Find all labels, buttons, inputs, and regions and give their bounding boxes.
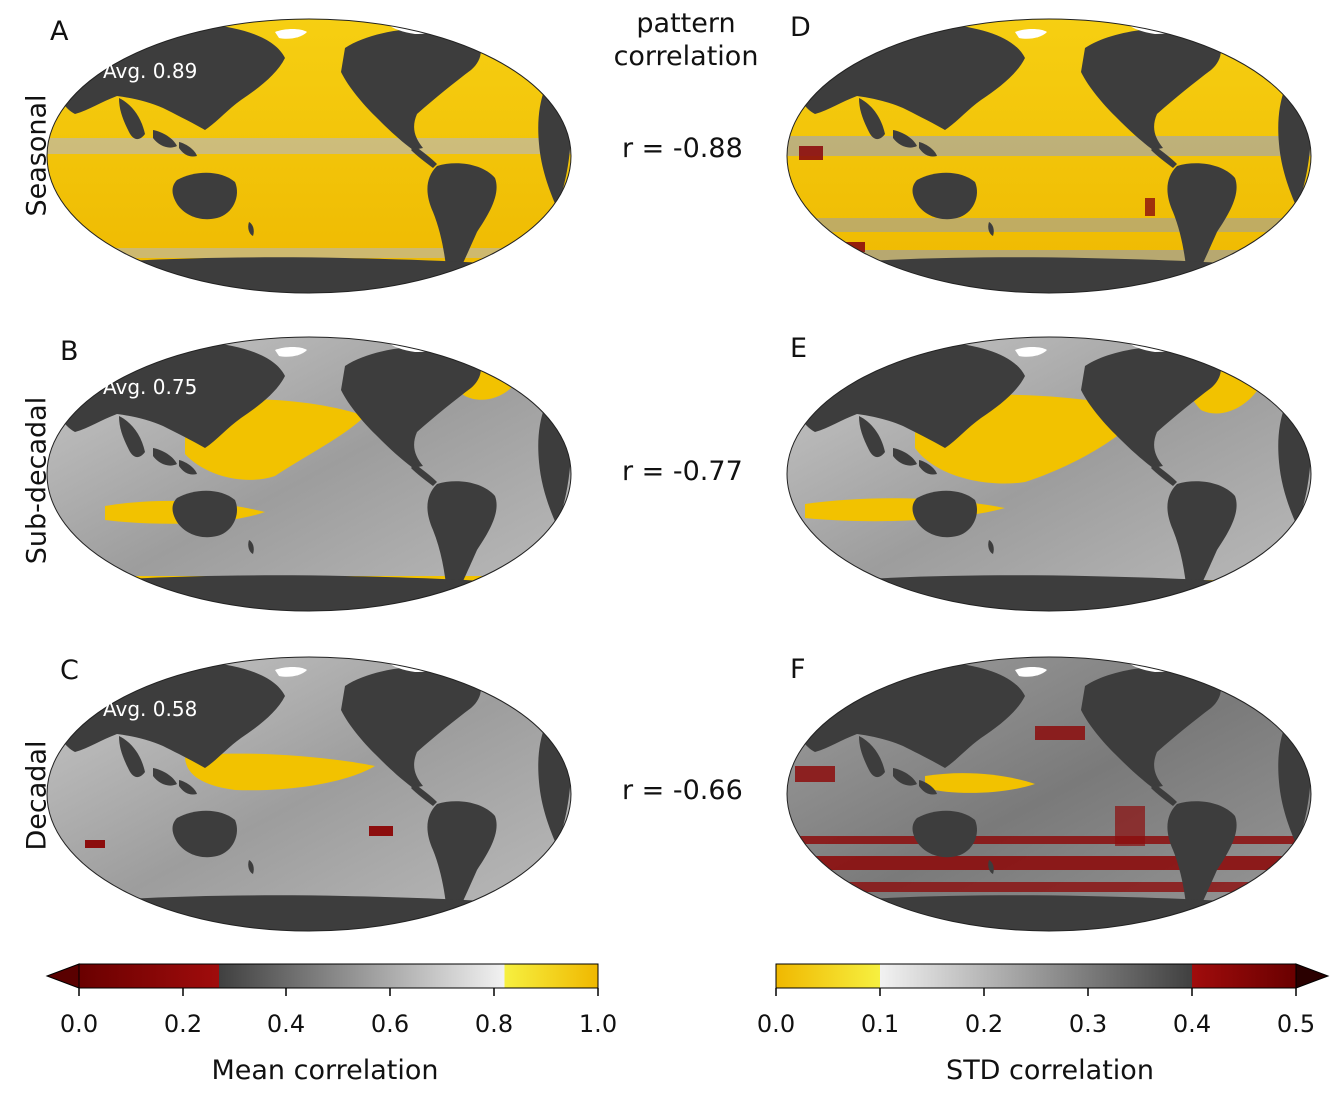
r-value-subdecadal: r = -0.77 <box>622 456 743 487</box>
std-tick-1: 0.1 <box>860 1010 900 1038</box>
panel-letter-c: C <box>60 655 79 686</box>
pattern-correlation-title: pattern correlation <box>576 8 796 74</box>
r-value-seasonal: r = -0.88 <box>622 133 743 164</box>
avg-label-c: Avg. 0.58 <box>103 697 197 721</box>
colorbar-std <box>775 963 1330 996</box>
mean-tick-5: 1.0 <box>578 1010 618 1038</box>
panel-letter-f: F <box>790 654 806 685</box>
std-tick-2: 0.2 <box>964 1010 1004 1038</box>
map-panel-e <box>786 336 1312 612</box>
panel-letter-a: A <box>50 16 69 47</box>
mean-tick-3: 0.6 <box>370 1010 410 1038</box>
panel-letter-b: B <box>60 336 79 367</box>
std-tick-0: 0.0 <box>756 1010 796 1038</box>
pattern-title-line1: pattern <box>636 8 736 39</box>
avg-label-b: Avg. 0.75 <box>103 375 197 399</box>
panel-letter-d: D <box>790 12 811 43</box>
mean-tick-4: 0.8 <box>474 1010 514 1038</box>
mean-tick-0: 0.0 <box>59 1010 99 1038</box>
r-value-decadal: r = -0.66 <box>622 775 743 806</box>
map-panel-b: Avg. 0.75 <box>46 336 572 612</box>
panel-letter-e: E <box>790 333 808 364</box>
mean-colorbar-title: Mean correlation <box>211 1055 439 1086</box>
mean-tick-2: 0.4 <box>266 1010 306 1038</box>
map-panel-a: Avg. 0.89 <box>46 18 572 294</box>
mean-tick-1: 0.2 <box>163 1010 203 1038</box>
std-colorbar-title: STD correlation <box>946 1055 1154 1086</box>
avg-label-a: Avg. 0.89 <box>103 59 197 83</box>
pattern-title-line2: correlation <box>613 40 759 72</box>
colorbar-mean <box>45 963 599 996</box>
std-tick-5: 0.5 <box>1276 1010 1316 1038</box>
map-panel-d <box>786 18 1312 294</box>
std-tick-3: 0.3 <box>1068 1010 1108 1038</box>
map-panel-f <box>786 656 1312 932</box>
map-panel-c: Avg. 0.58 <box>46 656 572 932</box>
std-tick-4: 0.4 <box>1172 1010 1212 1038</box>
